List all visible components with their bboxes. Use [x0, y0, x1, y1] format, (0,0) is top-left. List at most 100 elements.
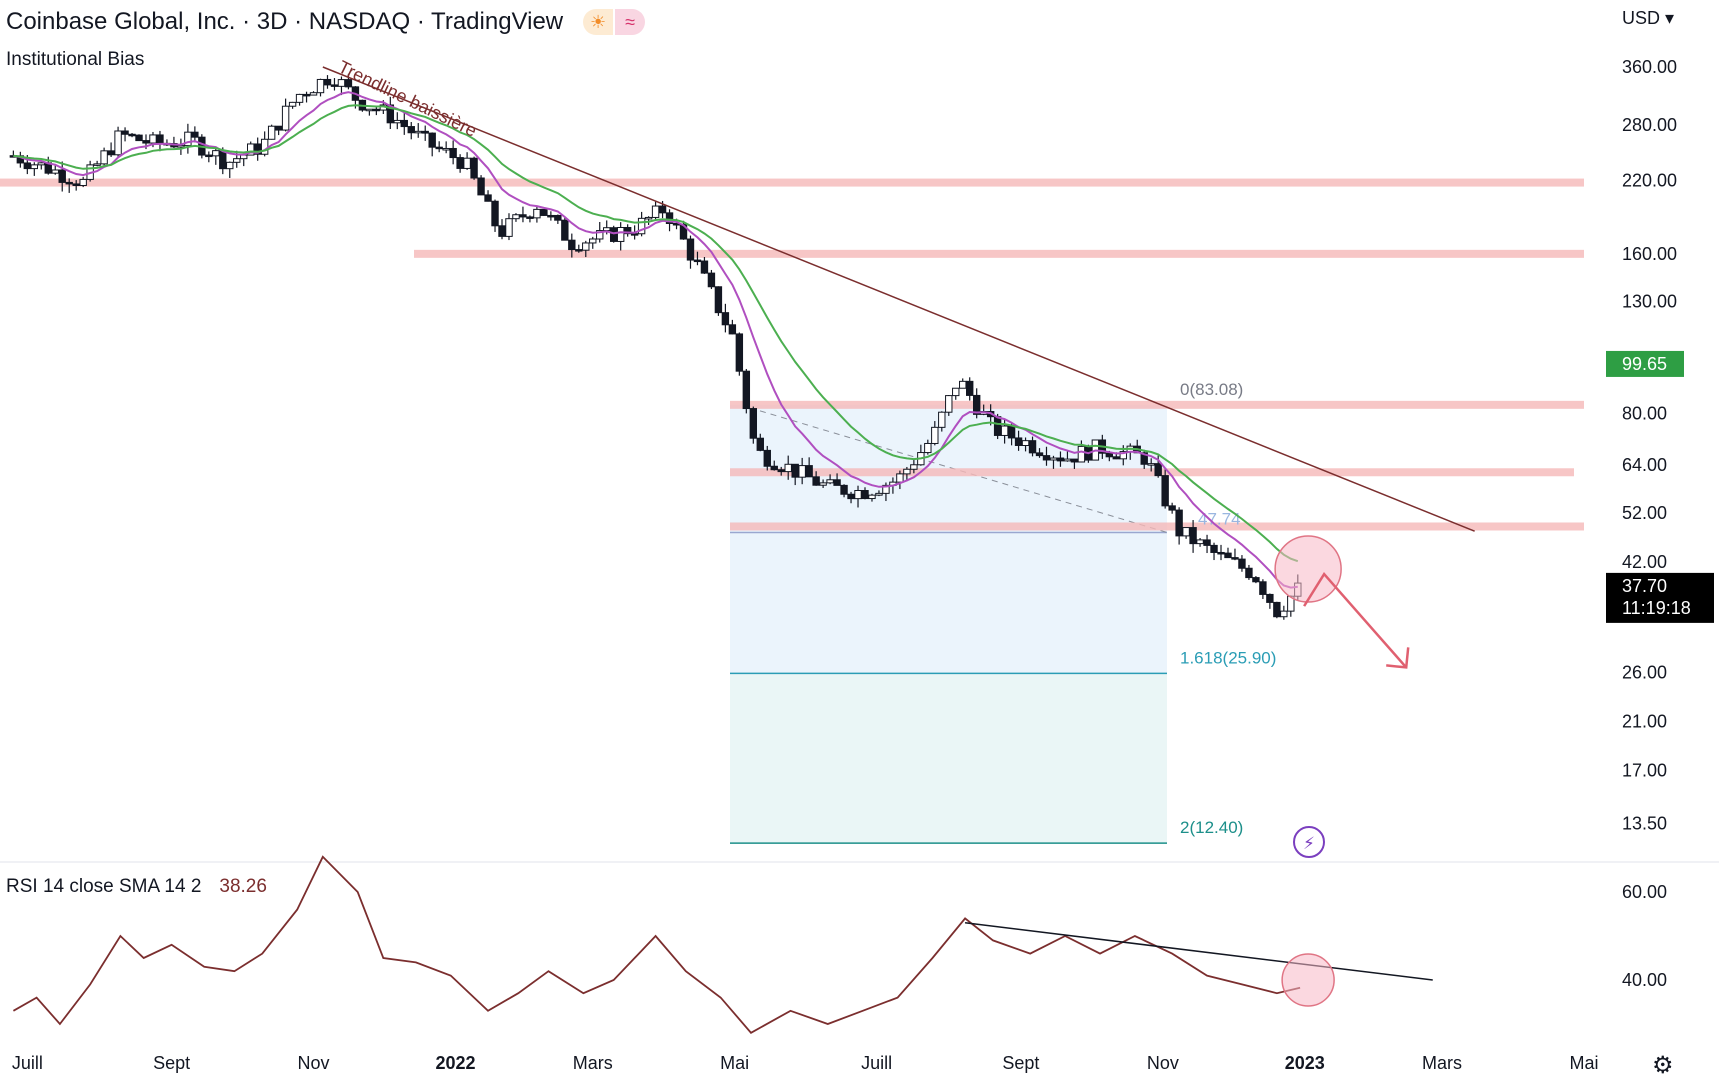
candle-body — [149, 134, 157, 144]
fib-zone-lower — [730, 673, 1167, 844]
candle-body — [302, 93, 311, 97]
lightning-icon — [1293, 826, 1325, 858]
candle-body — [156, 134, 164, 144]
chart-title: Coinbase Global, Inc. · 3D · NASDAQ · Tr… — [6, 8, 564, 35]
gear-icon[interactable]: ⚙ — [1652, 1052, 1674, 1079]
candle-body — [882, 484, 890, 494]
fib-label: 0(83.08) — [1180, 380, 1243, 399]
price-axis-tick: 42.00 — [1622, 552, 1667, 572]
candle-body — [498, 225, 506, 237]
price-axis-tick: 80.00 — [1622, 404, 1667, 424]
candle-body — [1245, 567, 1253, 579]
candle-body — [93, 163, 101, 166]
candle-body — [428, 132, 436, 148]
price-axis-tick: 52.00 — [1622, 503, 1667, 523]
candle-body — [623, 226, 632, 235]
candle-body — [30, 164, 39, 170]
candle-body — [260, 138, 269, 155]
candle-body — [267, 125, 276, 140]
time-axis-tick: Juill — [12, 1053, 43, 1073]
candle-body — [449, 147, 457, 159]
candle-body — [491, 200, 499, 227]
ema-short-line — [13, 91, 1298, 589]
candle-body — [1147, 463, 1155, 466]
time-axis-tick: Juill — [861, 1053, 892, 1073]
candle-body — [533, 208, 541, 219]
candle-body — [742, 370, 751, 410]
candle-body — [477, 177, 485, 196]
rsi-trendline — [964, 922, 1433, 981]
candle-body — [1161, 475, 1169, 507]
price-axis-tick: 17.00 — [1622, 760, 1667, 780]
sun-icon[interactable]: ☀ — [583, 9, 614, 35]
rsi-axis-tick: 60.00 — [1622, 882, 1667, 902]
candle-body — [1077, 445, 1086, 463]
price-tag-current — [1606, 350, 1684, 377]
candle-body — [903, 468, 911, 475]
chevron-down-icon: ▾ — [1665, 8, 1675, 28]
candle-body — [240, 154, 248, 160]
resistance-zone — [730, 468, 1574, 477]
rsi-value: 38.26 — [219, 876, 267, 897]
candle-body — [414, 130, 422, 134]
rsi-highlight-circle — [1281, 953, 1335, 1007]
time-axis-tick: Mars — [1422, 1053, 1462, 1073]
currency-selector[interactable]: USD ▾ — [1622, 8, 1674, 29]
candle-body — [407, 126, 415, 134]
candle-body — [693, 259, 702, 263]
lightning-icon: ⚡ — [1303, 834, 1315, 853]
time-axis-tick: 2023 — [1285, 1053, 1325, 1073]
currency-label: USD — [1622, 8, 1661, 28]
rsi-line — [12, 855, 1301, 1034]
candle-body — [805, 465, 813, 478]
candle-body — [1070, 458, 1079, 463]
candle-body — [58, 169, 66, 183]
candle-body — [938, 411, 946, 428]
candle-body — [344, 79, 353, 88]
fib-label: 47.74 — [1198, 509, 1241, 528]
candle-body — [582, 242, 590, 251]
candle-body — [707, 272, 716, 288]
candle-body — [910, 464, 918, 470]
candle-body — [51, 169, 59, 174]
candle-body — [526, 216, 534, 219]
candle-body — [540, 208, 548, 216]
candle-body — [1224, 552, 1232, 559]
header-icons[interactable]: ☀ ≈ — [583, 9, 646, 35]
candle-body — [1175, 509, 1183, 537]
candle-body — [142, 140, 150, 144]
price-axis-tick: 160.00 — [1622, 244, 1677, 264]
trendline — [322, 66, 1475, 532]
fib-label: 2(12.40) — [1180, 818, 1243, 837]
candle-body — [861, 490, 869, 500]
price-axis-tick: 130.00 — [1622, 292, 1677, 312]
candle-body — [1280, 610, 1288, 618]
candle-body — [966, 380, 974, 396]
candle-body — [107, 150, 115, 156]
price-tag-last — [1606, 572, 1714, 623]
candle-body — [728, 324, 737, 335]
candle-body — [442, 147, 450, 151]
price-tag-label: 99.65 — [1622, 354, 1667, 374]
candle-body — [1056, 457, 1065, 462]
candle-body — [100, 150, 108, 165]
candle-body — [23, 162, 32, 170]
resistance-zone — [730, 400, 1584, 409]
price-axis-tick: 360.00 — [1622, 57, 1677, 77]
candle-body — [274, 125, 283, 131]
candle-body — [421, 130, 429, 134]
candle-body — [791, 463, 799, 478]
wave-icon[interactable]: ≈ — [615, 9, 646, 35]
time-axis-tick: 2022 — [435, 1053, 475, 1073]
candle-body — [435, 146, 443, 150]
candle-body — [205, 154, 213, 158]
candle-body — [1035, 452, 1044, 457]
candle-body — [400, 119, 408, 128]
candle-body — [1196, 539, 1204, 545]
candle-body — [37, 162, 45, 166]
candle-body — [456, 157, 464, 169]
time-axis-tick: Nov — [298, 1053, 330, 1073]
candle-body — [316, 78, 325, 94]
candle-body — [770, 465, 778, 471]
rsi-axis-tick: 40.00 — [1622, 970, 1667, 990]
